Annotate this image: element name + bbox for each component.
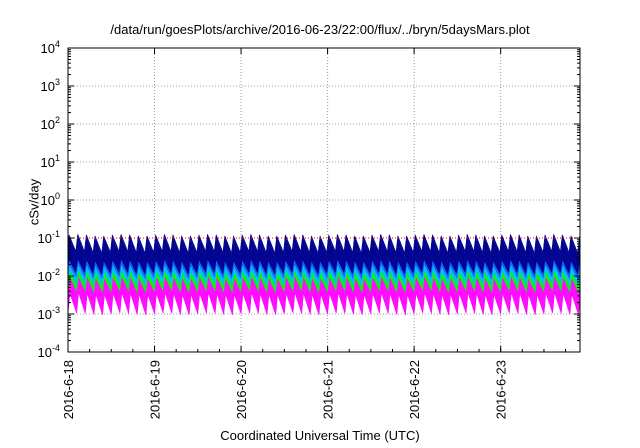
y-axis-label: cSv/day	[26, 178, 42, 226]
x-tick-label: 2016-6-22	[407, 360, 422, 419]
y-tick-label: 10-1	[38, 229, 60, 246]
data-layer	[68, 233, 580, 316]
y-tick-label: 104	[41, 39, 60, 56]
y-tick-label: 100	[41, 191, 60, 208]
y-tick-label: 101	[41, 153, 60, 170]
y-tick-layer: 10-4 10-3 10-2 10-1 100 101 102 103 104	[38, 39, 580, 360]
chart-title: /data/run/goesPlots/archive/2016-06-23/2…	[110, 22, 530, 37]
y-tick-label: 102	[41, 115, 60, 132]
x-tick-layer: 2016-6-18 2016-6-19 2016-6-20 2016-6-21 2016…	[61, 48, 567, 419]
x-tick-label: 2016-6-23	[494, 360, 509, 419]
y-tick-label: 103	[41, 77, 60, 94]
x-tick-label: 2016-6-18	[61, 360, 76, 419]
y-tick-label: 10-4	[38, 343, 60, 360]
data-band	[68, 233, 580, 275]
x-tick-label: 2016-6-21	[321, 360, 336, 419]
x-tick-label: 2016-6-20	[234, 360, 249, 419]
x-tick-label: 2016-6-19	[148, 360, 163, 419]
y-tick-label: 10-2	[38, 267, 60, 284]
y-tick-label: 10-3	[38, 305, 60, 322]
x-axis-label: Coordinated Universal Time (UTC)	[220, 428, 420, 443]
